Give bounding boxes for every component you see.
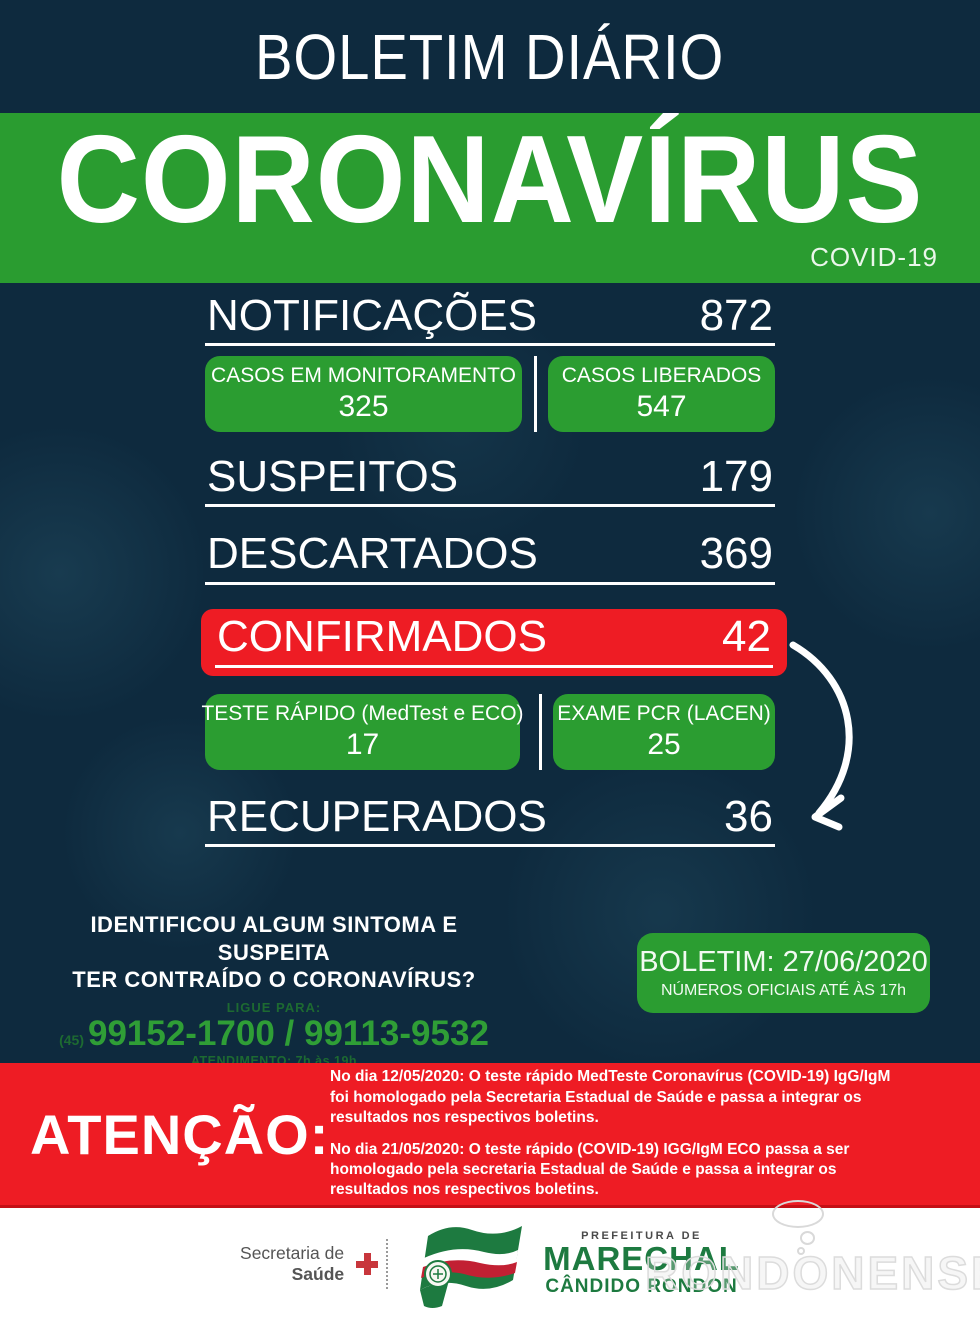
stat-label: NOTIFICAÇÕES (207, 291, 538, 340)
footer: Secretaria de Saúde PREFEITURA DE MARECH… (0, 1208, 980, 1320)
stats-section: NOTIFICAÇÕES 872 CASOS EM MONITORAMENTO … (0, 283, 980, 1063)
prefeitura-logo-text: PREFEITURA DE MARECHAL CÂNDIDO RONDON (543, 1230, 740, 1298)
bulletin-date-box: BOLETIM: 27/06/2020 NÚMEROS OFICIAIS ATÉ… (637, 933, 930, 1013)
virus-silhouette-decoration (0, 423, 210, 723)
stat-row-suspeitos: SUSPEITOS 179 (205, 452, 775, 508)
phone-digits: 99152-1700 / 99113-9532 (87, 1013, 489, 1053)
attention-title: ATENÇÃO: (30, 1102, 330, 1166)
stat-box-liberados: CASOS LIBERADOS 547 (548, 356, 775, 433)
symptom-question-line1: IDENTIFICOU ALGUM SINTOMA E SUSPEITA (90, 912, 458, 965)
sub-stat-boxes-confirmados: TESTE RÁPIDO (MedTest e ECO) 17 EXAME PC… (201, 693, 775, 770)
stat-label: CONFIRMADOS (217, 611, 547, 661)
secretaria-saude-logo: Secretaria de Saúde (240, 1243, 344, 1285)
stat-row-notificacoes: NOTIFICAÇÕES 872 (205, 291, 775, 347)
stat-box-confirmados: CONFIRMADOS 42 (201, 608, 787, 676)
stat-label: RECUPERADOS (207, 791, 547, 841)
contact-block: IDENTIFICOU ALGUM SINTOMA E SUSPEITA TER… (35, 911, 513, 1063)
call-label: LIGUE PARA: (226, 999, 322, 1015)
virus-silhouette-decoration (790, 373, 980, 653)
stat-value: 369 (699, 529, 773, 579)
stat-box-label: EXAME PCR (LACEN) (557, 701, 771, 725)
stat-row-recuperados: RECUPERADOS 36 (205, 791, 775, 847)
stat-box-teste-rapido: TESTE RÁPIDO (MedTest e ECO) 17 (201, 693, 524, 770)
secretaria-line2: Saúde (291, 1264, 345, 1284)
service-hours: ATENDIMENTO: 7h às 19h (190, 1054, 358, 1063)
divider (534, 356, 537, 433)
stat-box-exame-pcr: EXAME PCR (LACEN) 25 (553, 693, 775, 770)
banner-subtitle: COVID-19 (810, 242, 938, 272)
city-flag-logo (400, 1218, 535, 1310)
attention-text: No dia 12/05/2020: O teste rápido MedTes… (330, 1067, 940, 1201)
stat-box-value: 325 (338, 390, 389, 424)
stat-box-value: 25 (647, 727, 681, 761)
stat-box-label: CASOS EM MONITORAMENTO (211, 364, 516, 388)
bulletin-note: NÚMEROS OFICIAIS ATÉ ÀS 17h (660, 982, 907, 999)
red-cross-icon (354, 1238, 380, 1290)
header-bar: BOLETIM DIÁRIO (0, 0, 980, 113)
attention-paragraph-2: No dia 21/05/2020: O teste rápido (COVID… (330, 1140, 850, 1199)
stat-box-monitoramento: CASOS EM MONITORAMENTO 325 (205, 356, 522, 433)
stat-value: 42 (722, 611, 771, 661)
banner: CORONAVÍRUS COVID-19 (0, 113, 980, 283)
stat-label: SUSPEITOS (207, 452, 459, 502)
bulletin-date: BOLETIM: 27/06/2020 (639, 946, 928, 978)
prefeitura-label: PREFEITURA DE (581, 1230, 702, 1243)
stat-row-descartados: DESCARTADOS 369 (205, 529, 775, 585)
stat-box-value: 17 (345, 727, 380, 761)
city-name-line2: CÂNDIDO RONDON (545, 1275, 738, 1297)
symptom-question-line2: TER CONTRAÍDO O CORONAVÍRUS? (72, 967, 476, 992)
stat-box-label: CASOS LIBERADOS (561, 364, 762, 388)
stat-row-confirmados: CONFIRMADOS 42 (215, 611, 773, 668)
banner-title: CORONAVÍRUS (56, 113, 924, 249)
stat-value: 179 (699, 452, 773, 502)
stats-column: NOTIFICAÇÕES 872 CASOS EM MONITORAMENTO … (201, 291, 787, 847)
stat-value: 36 (724, 791, 773, 841)
waving-flag (420, 1226, 523, 1308)
stat-box-label: TESTE RÁPIDO (MedTest e ECO) (201, 701, 524, 725)
area-code: (45) (59, 1031, 84, 1048)
attention-section: ATENÇÃO: No dia 12/05/2020: O teste rápi… (0, 1063, 980, 1208)
phone-numbers: (45) 99152-1700 / 99113-9532 (35, 1013, 513, 1054)
stat-value: 872 (699, 291, 773, 340)
curved-arrow-icon (789, 641, 853, 831)
divider (539, 693, 542, 770)
secretaria-line1: Secretaria de (240, 1243, 345, 1263)
attention-paragraph-1: No dia 12/05/2020: O teste rápido MedTes… (330, 1068, 891, 1127)
stat-box-value: 547 (636, 390, 687, 424)
city-name-line1: MARECHAL (543, 1240, 740, 1278)
stat-label: DESCARTADOS (207, 529, 538, 579)
page-title: BOLETIM DIÁRIO (255, 20, 725, 93)
sub-stat-boxes-notificacoes: CASOS EM MONITORAMENTO 325 CASOS LIBERAD… (205, 356, 775, 433)
dashed-divider (386, 1239, 389, 1289)
